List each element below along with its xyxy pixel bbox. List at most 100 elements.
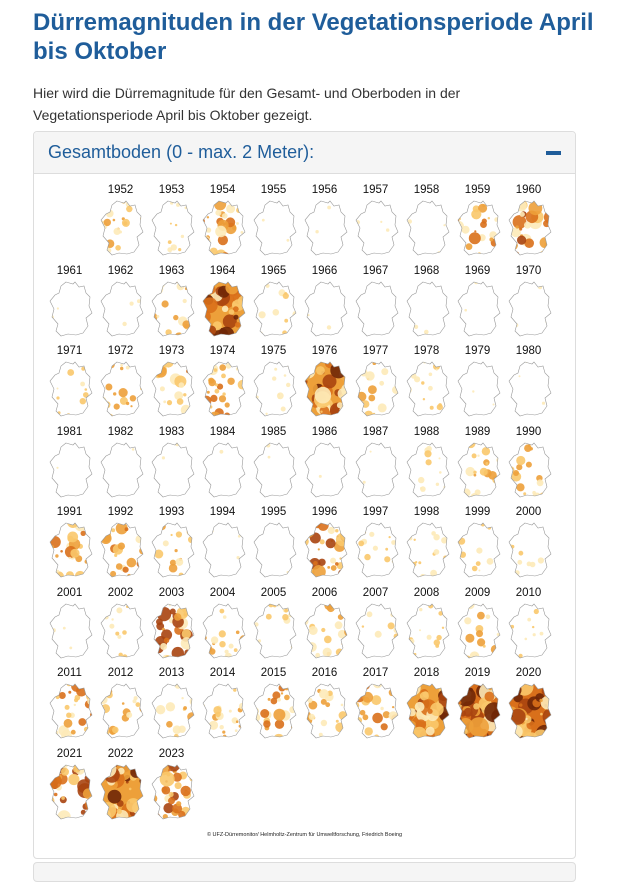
year-map-1954: 1954 xyxy=(197,182,248,262)
year-map-2021: 2021 xyxy=(44,746,95,826)
germany-map xyxy=(457,603,501,658)
germany-map xyxy=(457,361,501,417)
year-label: 1985 xyxy=(260,425,287,438)
year-label: 1961 xyxy=(56,264,83,277)
germany-map xyxy=(304,683,348,739)
year-label: 2018 xyxy=(413,667,440,679)
germany-map xyxy=(49,522,93,578)
year-map-1973: 1973 xyxy=(146,343,197,423)
year-label: 1973 xyxy=(158,345,185,357)
year-map-2004: 2004 xyxy=(197,585,248,665)
year-label: 2021 xyxy=(56,747,83,760)
year-label: 1987 xyxy=(362,425,389,438)
germany-map xyxy=(406,442,450,497)
year-label: 2023 xyxy=(158,747,185,760)
germany-map xyxy=(151,200,195,256)
year-label: 1975 xyxy=(260,345,287,357)
panel-title: Gesamtboden (0 - max. 2 Meter): xyxy=(48,142,315,162)
germany-map xyxy=(100,683,144,739)
germany-map xyxy=(457,281,501,336)
germany-map xyxy=(202,603,246,658)
year-map-2013: 2013 xyxy=(146,665,197,745)
germany-map xyxy=(49,603,93,658)
year-label: 2000 xyxy=(515,506,542,518)
year-label: 1972 xyxy=(107,345,134,357)
germany-map xyxy=(508,361,552,417)
germany-map xyxy=(355,522,399,578)
germany-map xyxy=(100,522,144,578)
germany-map xyxy=(406,200,450,256)
germany-map xyxy=(304,603,348,658)
year-label: 1989 xyxy=(464,425,491,438)
year-map-1970: 1970 xyxy=(503,263,554,343)
year-label: 2011 xyxy=(57,667,82,679)
year-map-1953: 1953 xyxy=(146,182,197,262)
germany-map xyxy=(49,442,93,497)
year-map-1960: 1960 xyxy=(503,182,554,262)
year-map-1955: 1955 xyxy=(248,182,299,262)
germany-map xyxy=(151,361,195,417)
germany-map xyxy=(202,683,246,739)
year-map-1998: 1998 xyxy=(401,504,452,584)
year-label: 1999 xyxy=(464,506,491,518)
minus-icon[interactable] xyxy=(546,151,561,155)
next-panel-header[interactable] xyxy=(33,862,576,882)
year-label: 1994 xyxy=(209,506,236,518)
year-map-1979: 1979 xyxy=(452,343,503,423)
germany-map xyxy=(253,442,297,497)
germany-map xyxy=(202,522,246,578)
germany-map xyxy=(100,361,144,417)
year-label: 1997 xyxy=(362,506,389,518)
germany-map xyxy=(100,200,144,256)
year-label: 2012 xyxy=(107,667,134,679)
year-label: 1970 xyxy=(515,264,542,277)
year-label: 2022 xyxy=(107,747,134,760)
germany-map xyxy=(151,522,195,578)
year-label: 1957 xyxy=(362,184,389,196)
germany-map xyxy=(253,361,297,417)
year-map-2022: 2022 xyxy=(95,746,146,826)
year-label: 1967 xyxy=(362,264,389,277)
germany-map xyxy=(457,522,501,578)
year-label: 1966 xyxy=(311,264,338,277)
germany-map xyxy=(355,442,399,497)
germany-map xyxy=(202,281,246,336)
year-label: 1977 xyxy=(362,345,389,357)
year-label: 2006 xyxy=(311,586,338,599)
year-map-1996: 1996 xyxy=(299,504,350,584)
year-map-2006: 2006 xyxy=(299,585,350,665)
germany-map xyxy=(202,442,246,497)
germany-map xyxy=(100,764,144,819)
germany-map xyxy=(508,281,552,336)
germany-map xyxy=(304,361,348,417)
germany-map xyxy=(253,522,297,578)
year-label: 1998 xyxy=(413,506,440,518)
year-map-2012: 2012 xyxy=(95,665,146,745)
year-map-1966: 1966 xyxy=(299,263,350,343)
year-label: 1984 xyxy=(209,425,236,438)
year-label: 1983 xyxy=(158,425,185,438)
year-label: 2008 xyxy=(413,586,440,599)
year-map-2007: 2007 xyxy=(350,585,401,665)
germany-map xyxy=(508,603,552,658)
germany-map xyxy=(304,281,348,336)
panel-header[interactable]: Gesamtboden (0 - max. 2 Meter): xyxy=(34,132,575,174)
germany-map xyxy=(304,522,348,578)
year-label: 1993 xyxy=(158,506,185,518)
year-map-1963: 1963 xyxy=(146,263,197,343)
year-map-1994: 1994 xyxy=(197,504,248,584)
year-map-2019: 2019 xyxy=(452,665,503,745)
germany-map xyxy=(355,361,399,417)
year-map-2015: 2015 xyxy=(248,665,299,745)
year-map-1974: 1974 xyxy=(197,343,248,423)
germany-map xyxy=(202,200,246,256)
year-map-2023: 2023 xyxy=(146,746,197,826)
intro-text: Hier wird die Dürremagnitude für den Ges… xyxy=(33,85,461,123)
germany-map xyxy=(253,281,297,336)
year-map-2002: 2002 xyxy=(95,585,146,665)
year-label: 1981 xyxy=(56,425,83,438)
germany-map xyxy=(355,603,399,658)
year-label: 2016 xyxy=(311,667,338,679)
year-label: 1969 xyxy=(464,264,491,277)
germany-map xyxy=(100,603,144,658)
